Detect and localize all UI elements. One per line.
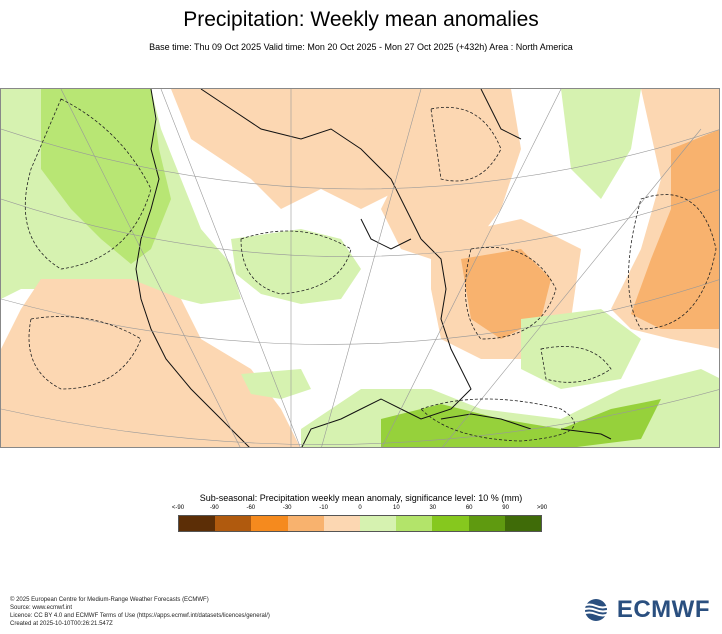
footer: © 2025 European Centre for Medium-Range … — [10, 596, 270, 628]
wet-region-northeast — [561, 89, 641, 199]
footer-licence: Licence: CC BY 4.0 and ECMWF Terms of Us… — [10, 613, 270, 619]
legend-color-cell — [287, 516, 324, 531]
wet-region-pacific-core — [41, 89, 171, 264]
legend-color-cell — [323, 516, 361, 531]
legend-tick-label: 60 — [465, 505, 473, 511]
legend-color-cell — [468, 516, 505, 531]
ecmwf-logo: ECMWF — [579, 596, 710, 624]
dry-region-west — [1, 279, 300, 447]
footer-copyright: © 2025 European Centre for Medium-Range … — [10, 597, 209, 603]
footer-created: Created at 2025-10-10T00:26:21.547Z — [10, 621, 113, 627]
dry-region-quebec — [351, 89, 521, 259]
legend-tick-label: 90 — [502, 505, 509, 511]
chart-title: Precipitation: Weekly mean anomalies — [183, 8, 539, 31]
ecmwf-logo-icon — [581, 599, 611, 621]
legend-tick-label: 30 — [429, 505, 437, 511]
legend-color-cell — [396, 516, 433, 531]
legend-tick-label: -60 — [246, 505, 256, 511]
graticule — [1, 89, 719, 447]
legend-color-cell — [432, 516, 469, 531]
legend-tick-label: -90 — [210, 505, 219, 511]
map-canvas — [1, 89, 719, 447]
dry-region-canada — [171, 89, 421, 209]
legend-color-cell — [179, 516, 216, 531]
legend-color-cell — [251, 516, 288, 531]
wet-region-caribbean-core — [381, 399, 661, 447]
legend-tick-label: 0 — [358, 505, 362, 511]
legend-tick-label: 10 — [393, 505, 400, 511]
wet-region-plains — [231, 229, 361, 304]
legend-tick-label: >90 — [536, 505, 548, 511]
legend-color-cell — [215, 516, 252, 531]
legend-color-cell — [360, 516, 397, 531]
dry-region-far-east-core — [631, 129, 719, 329]
significance-contours — [24, 98, 717, 442]
legend-title: Sub-seasonal: Precipitation weekly mean … — [199, 493, 523, 503]
legend-colorbar — [178, 515, 542, 532]
dry-region-atlantic-core — [461, 249, 551, 339]
legend-tick-label: <-90 — [171, 505, 185, 511]
ecmwf-logo-text: ECMWF — [616, 596, 710, 623]
legend-color-cell — [504, 516, 542, 531]
chart-subtitle: Base time: Thu 09 Oct 2025 Valid time: M… — [149, 42, 573, 52]
legend-tick-label: -10 — [319, 505, 328, 511]
legend-tick-label: -30 — [282, 505, 292, 511]
footer-source: Source: www.ecmwf.int — [10, 605, 73, 611]
legend-ticks: <-90 -90 -60 -30 -10 0 10 30 60 90 >90 — [172, 505, 547, 515]
anomaly-map — [0, 88, 720, 448]
coastlines — [135, 89, 612, 447]
